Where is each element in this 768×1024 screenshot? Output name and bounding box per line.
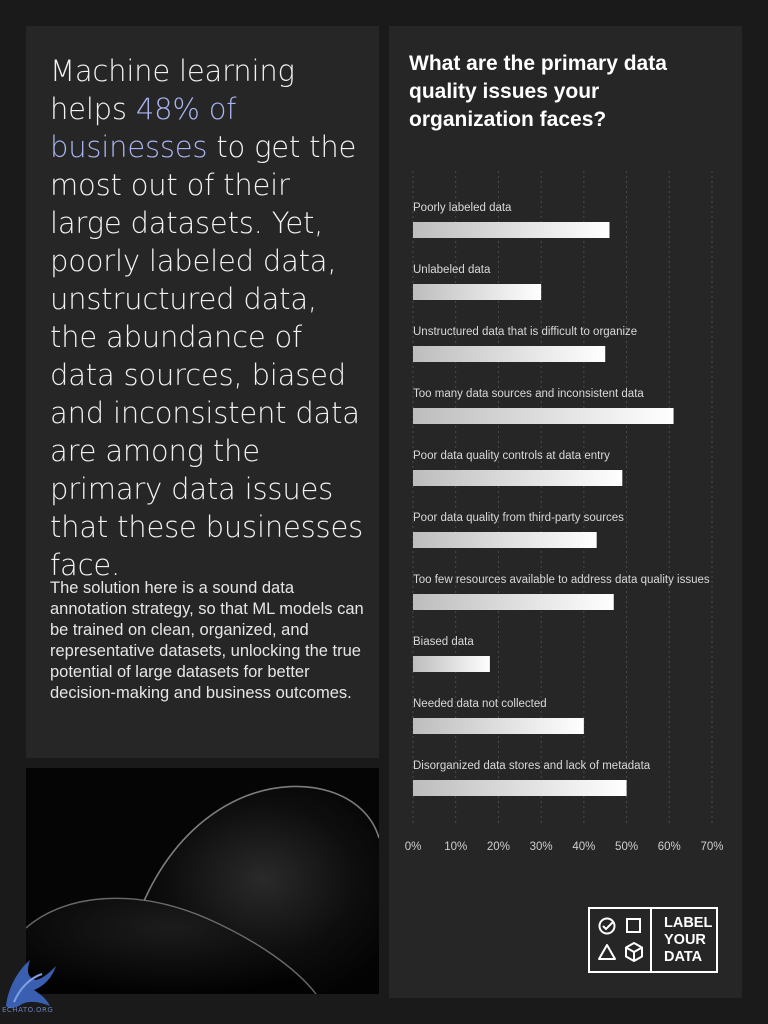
x-tick-label: 20% (487, 841, 510, 853)
category-label: Unlabeled data (413, 264, 491, 276)
logo-text: LABEL YOUR DATA (664, 915, 712, 966)
cube-icon (625, 942, 643, 962)
intro-panel: Machine learning helps 48% of businesses… (26, 26, 379, 758)
headline: Machine learning helps 48% of businesses… (50, 52, 370, 584)
bar-chart: Poorly labeled data Unlabeled data Unstruc… (405, 171, 724, 853)
x-tick-label: 50% (615, 841, 638, 853)
category-label: Too many data sources and inconsistent d… (413, 388, 644, 400)
logo-line-1: LABEL (664, 915, 713, 931)
abstract-shape-graphic (26, 768, 379, 994)
bar (413, 594, 614, 610)
x-tick-label: 10% (444, 841, 467, 853)
square-icon (626, 918, 641, 933)
bar (413, 718, 584, 734)
category-label: Poorly labeled data (413, 202, 512, 214)
bar (413, 532, 597, 548)
label-your-data-logo: LABEL YOUR DATA (588, 907, 718, 973)
category-label: Poor data quality from third-party sourc… (413, 512, 624, 524)
headline-post: to get the most out of their large datas… (50, 130, 364, 582)
logo-line-2: YOUR (664, 932, 706, 948)
logo-line-3: DATA (664, 949, 703, 965)
chart-title: What are the primary data quality issues… (409, 52, 667, 131)
watermark-text: ECHATO.ORG (2, 1006, 54, 1014)
x-tick-label: 30% (530, 841, 553, 853)
x-tick-label: 60% (658, 841, 681, 853)
category-label: Needed data not collected (413, 698, 547, 710)
headline-highlight: 48% of businesses (50, 92, 237, 164)
bar (413, 222, 610, 238)
check-circle-icon (598, 917, 616, 935)
x-tick-label: 70% (700, 841, 723, 853)
watermark-bird-logo (0, 948, 80, 1018)
body-text: The solution here is a sound data annota… (50, 579, 364, 702)
x-tick-label: 40% (572, 841, 595, 853)
logo-icon-grid (590, 909, 652, 971)
bar (413, 346, 606, 362)
chart-panel: What are the primary data quality issues… (389, 26, 742, 998)
headline-pre: Machine learning helps (50, 54, 295, 126)
bar (413, 284, 542, 300)
bar (413, 656, 490, 672)
category-label: Unstructured data that is difficult to o… (413, 326, 637, 338)
abstract-image (26, 768, 379, 994)
bar (413, 780, 627, 796)
triangle-icon (598, 944, 616, 960)
category-label: Too few resources available to address d… (413, 574, 710, 586)
category-label: Disorganized data stores and lack of met… (413, 760, 651, 772)
bar (413, 470, 623, 486)
x-tick-label: 0% (405, 841, 422, 853)
bar (413, 408, 674, 424)
category-label: Poor data quality controls at data entry (413, 450, 610, 462)
category-label: Biased data (413, 636, 474, 648)
